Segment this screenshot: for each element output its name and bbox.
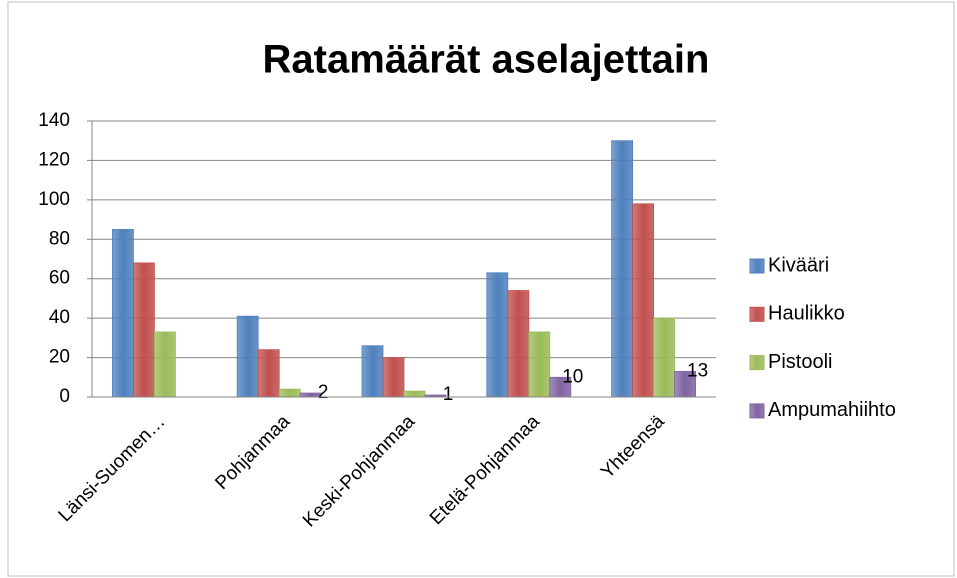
y-tick-label: 140: [38, 110, 70, 131]
legend-swatch: [749, 258, 765, 274]
y-tick-label: 80: [49, 228, 70, 249]
legend-label: Pistooli: [768, 351, 832, 373]
bar: [611, 140, 633, 398]
legend-label: Kivääri: [768, 254, 829, 276]
y-tick-label: 120: [38, 149, 70, 170]
data-label: 10: [562, 366, 583, 387]
bar: [653, 317, 675, 398]
bar: [236, 315, 259, 398]
legend-swatch: [749, 306, 765, 322]
legend-swatch: [749, 355, 765, 371]
bar: [507, 290, 530, 398]
bar: [153, 331, 176, 398]
chart-title: Ratamäärät aselajettain: [263, 38, 710, 82]
bar: [403, 390, 426, 398]
y-tick-label: 60: [49, 268, 70, 289]
y-tick-label: 20: [49, 347, 70, 368]
data-label: 13: [687, 360, 708, 381]
bar: [257, 349, 280, 398]
legend-label: Haulikko: [768, 303, 845, 325]
bar: [361, 345, 384, 398]
y-tick-label: 40: [49, 307, 70, 328]
data-label: 1: [443, 384, 454, 405]
data-label: 2: [318, 382, 329, 403]
bar: [112, 229, 134, 398]
bar: [632, 203, 654, 398]
bar: [278, 388, 301, 398]
legend-label: Ampumahiihto: [768, 399, 896, 421]
chart-border: [7, 1, 955, 577]
bar: [382, 357, 405, 398]
bar: [132, 262, 155, 398]
y-tick-label: 100: [38, 189, 70, 210]
bar: [528, 331, 551, 398]
legend-swatch: [749, 403, 765, 419]
bar: [486, 272, 509, 398]
y-tick-label: 0: [59, 386, 70, 407]
